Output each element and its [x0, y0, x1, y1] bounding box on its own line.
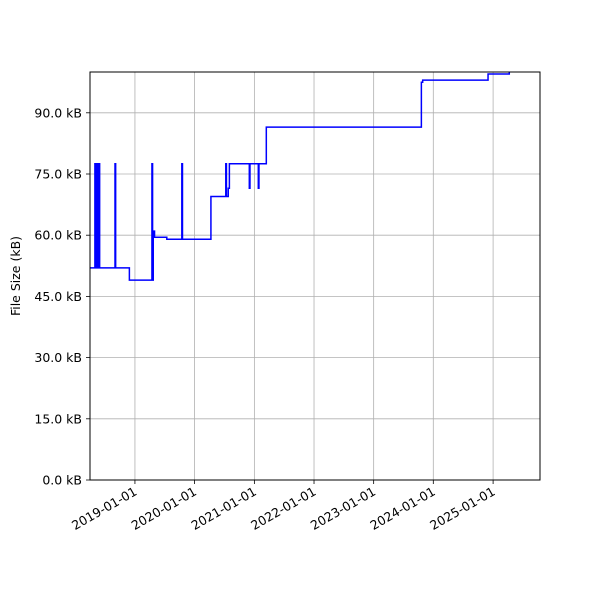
y-tick-label: 60.0 kB — [34, 228, 82, 243]
x-tick-label: 2019-01-01 — [69, 484, 139, 533]
y-tick-label: 90.0 kB — [34, 105, 82, 120]
series-layer — [90, 72, 511, 281]
x-tick-label: 2020-01-01 — [129, 484, 199, 533]
grid-lines — [90, 72, 540, 481]
x-tick-label: 2021-01-01 — [188, 484, 258, 533]
x-tick-label: 2024-01-01 — [367, 484, 437, 533]
x-tick-label: 2022-01-01 — [248, 484, 318, 533]
y-tick-label: 45.0 kB — [34, 289, 82, 304]
y-axis-label: File Size (kB) — [8, 236, 23, 316]
y-tick-label: 15.0 kB — [34, 411, 82, 426]
file-size-series-line — [90, 72, 511, 281]
y-axis: 0.0 kB 15.0 kB 30.0 kB 45.0 kB 60.0 kB 75.0 k… — [34, 105, 90, 488]
y-tick-label: 75.0 kB — [34, 167, 82, 182]
x-tick-label: 2023-01-01 — [308, 484, 378, 533]
y-tick-label: 30.0 kB — [34, 350, 82, 365]
y-tick-label: 0.0 kB — [42, 473, 82, 488]
x-axis: 2019-01-012020-01-012021-01-012022-01-01… — [69, 480, 498, 533]
plot-frame — [89, 71, 541, 481]
x-tick-label: 2025-01-01 — [427, 484, 497, 533]
